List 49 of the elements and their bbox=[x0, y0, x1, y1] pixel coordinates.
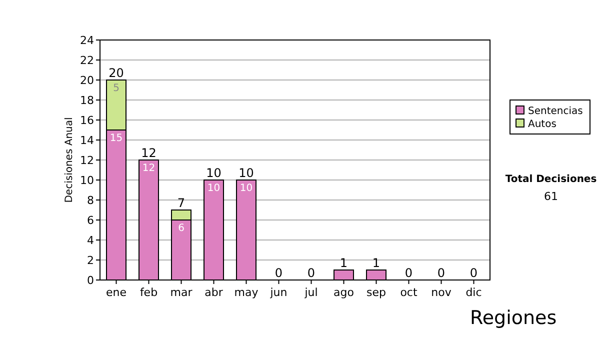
total-label: 12 bbox=[141, 146, 156, 160]
total-label: 0 bbox=[470, 266, 478, 280]
y-tick-label: 8 bbox=[87, 194, 94, 207]
y-tick-label: 24 bbox=[80, 34, 94, 47]
x-tick-label: nov bbox=[431, 286, 452, 299]
data-label: 6 bbox=[178, 223, 184, 234]
x-tick-label: may bbox=[234, 286, 259, 299]
x-tick-label: ago bbox=[334, 286, 354, 299]
x-tick-label: jun bbox=[269, 286, 288, 299]
text: Regiones bbox=[470, 307, 557, 329]
x-tick-label: ene bbox=[106, 286, 127, 299]
x-tick-label: mar bbox=[170, 286, 193, 299]
y-tick-label: 22 bbox=[80, 54, 94, 67]
total-label: 1 bbox=[340, 256, 348, 270]
total-label: 20 bbox=[108, 66, 124, 80]
x-tick-label: feb bbox=[140, 286, 158, 299]
total-label: 10 bbox=[238, 166, 254, 180]
x-tick-label: jul bbox=[304, 286, 318, 299]
total-label: 0 bbox=[404, 266, 413, 280]
y-tick-label: 2 bbox=[87, 254, 94, 267]
y-tick-label: 0 bbox=[87, 274, 94, 287]
legend-label: Autos bbox=[528, 119, 556, 130]
x-tick-label: sep bbox=[366, 286, 386, 299]
text: Total Decisiones bbox=[505, 174, 597, 185]
total-label: 0 bbox=[274, 266, 283, 280]
y-tick-label: 14 bbox=[80, 134, 94, 147]
x-tick-label: abr bbox=[204, 286, 224, 299]
y-tick-label: 6 bbox=[87, 214, 94, 227]
legend-label: Sentencias bbox=[528, 106, 583, 117]
y-tick-label: 18 bbox=[80, 94, 94, 107]
y-tick-label: 4 bbox=[87, 234, 94, 247]
data-label: 12 bbox=[142, 163, 156, 174]
total-label: 0 bbox=[437, 266, 446, 280]
data-label: 10 bbox=[240, 183, 253, 194]
data-label: 15 bbox=[110, 133, 123, 144]
data-label: 10 bbox=[207, 183, 220, 194]
text: 61 bbox=[544, 190, 558, 203]
total-label: 10 bbox=[206, 166, 222, 180]
y-tick-label: 20 bbox=[80, 74, 94, 87]
y-tick-label: 12 bbox=[80, 154, 94, 167]
y-tick-label: 10 bbox=[80, 174, 94, 187]
total-label: 7 bbox=[177, 196, 186, 210]
x-tick-label: dic bbox=[466, 286, 482, 299]
y-axis-title: Decisiones Anual bbox=[64, 117, 75, 203]
total-label: 0 bbox=[307, 266, 316, 280]
x-tick-label: oct bbox=[400, 286, 418, 299]
data-label: 5 bbox=[113, 83, 120, 94]
total-label: 1 bbox=[372, 256, 380, 270]
y-tick-label: 16 bbox=[80, 114, 94, 127]
